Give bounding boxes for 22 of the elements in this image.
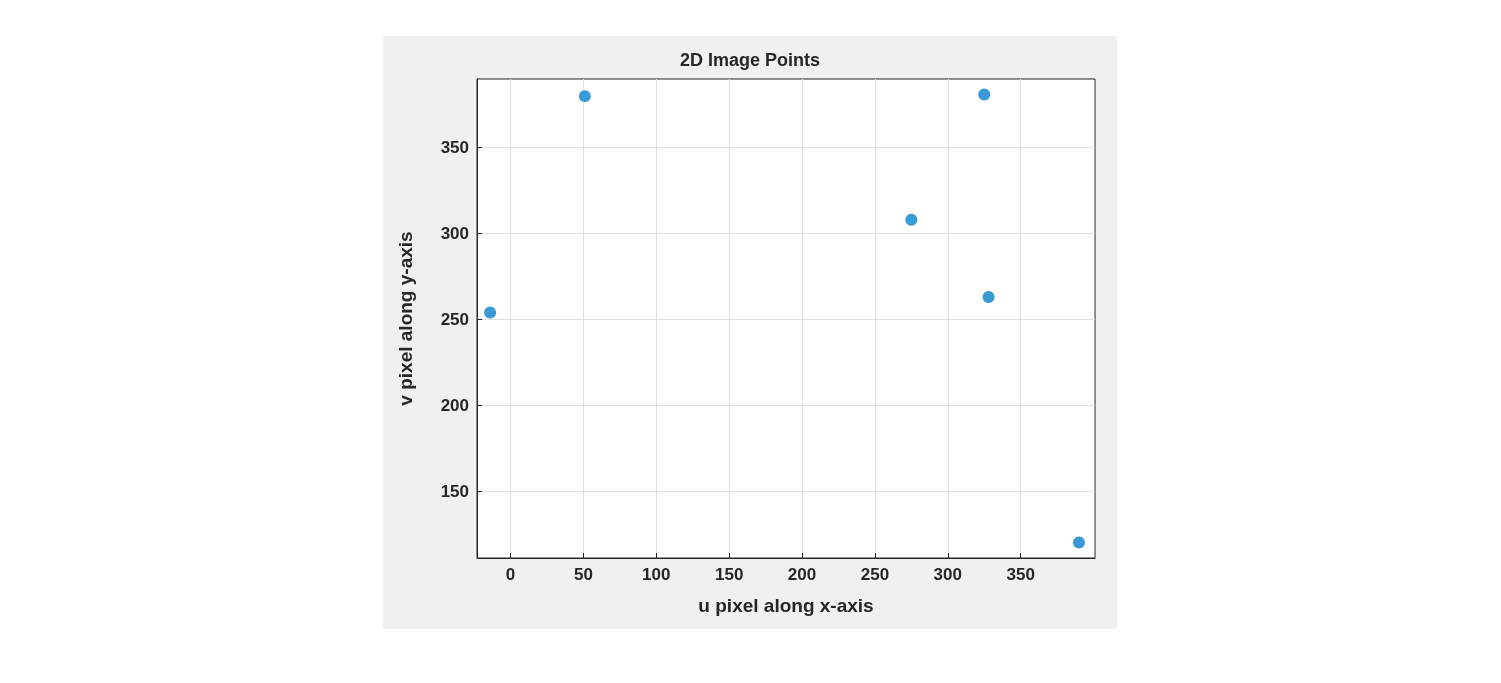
x-tick-label: 200 bbox=[787, 565, 817, 584]
x-tick-label: 0 bbox=[505, 565, 516, 584]
point bbox=[578, 90, 591, 103]
x-tick-label: 300 bbox=[933, 565, 962, 584]
point bbox=[484, 306, 497, 319]
y-tick-label: 200 bbox=[440, 395, 469, 415]
point bbox=[978, 88, 991, 101]
point bbox=[905, 213, 918, 226]
x-axis-title: u pixel along x-axis bbox=[698, 595, 874, 616]
y-axis-title: v pixel along y-axis bbox=[395, 231, 416, 406]
x-tick-label: 250 bbox=[860, 565, 890, 584]
point bbox=[1072, 536, 1085, 549]
chart-title: 2D Image Points bbox=[679, 50, 821, 70]
x-tick-label: 50 bbox=[573, 565, 593, 584]
y-tick-label: 250 bbox=[440, 309, 469, 329]
x-tick-label: 150 bbox=[714, 565, 744, 584]
point bbox=[982, 291, 995, 304]
y-tick-label: 300 bbox=[440, 224, 469, 244]
x-tick-label: 350 bbox=[1006, 565, 1035, 584]
x-tick-label: 100 bbox=[642, 565, 671, 584]
y-tick-label: 150 bbox=[440, 481, 469, 501]
y-tick-label: 350 bbox=[440, 138, 469, 158]
